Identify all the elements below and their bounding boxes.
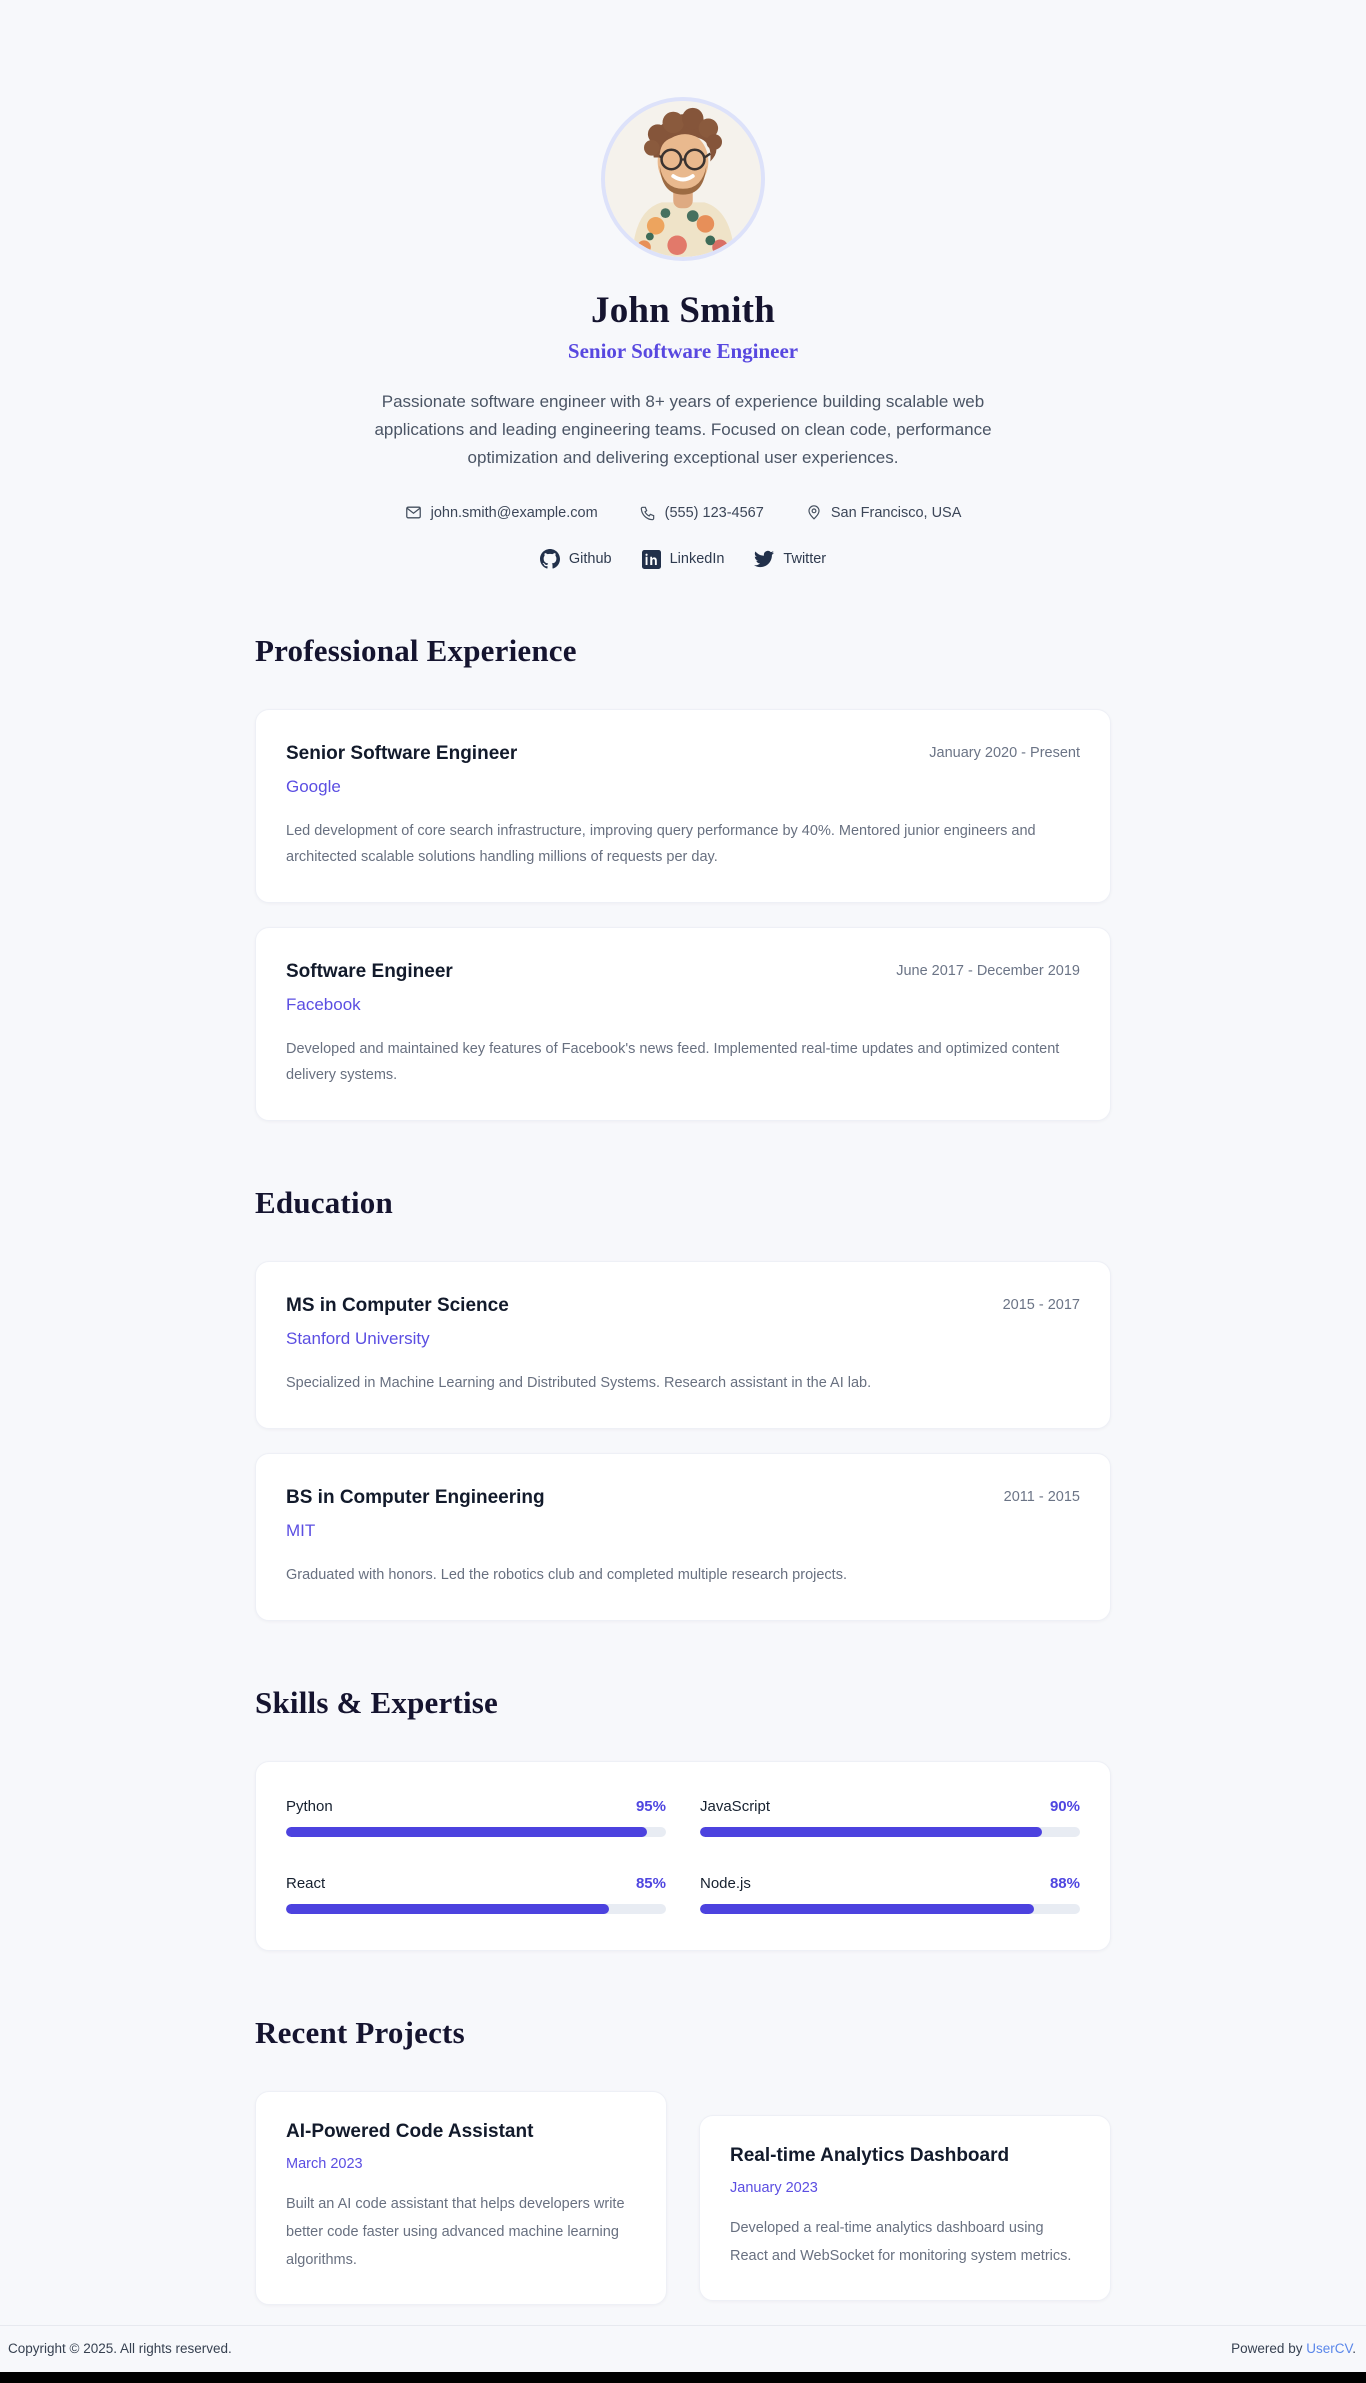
skill-bar-fill bbox=[286, 1904, 609, 1914]
skill-percent: 90% bbox=[1049, 1798, 1080, 1815]
education-section-title: Education bbox=[255, 1185, 393, 1220]
skill-percent: 88% bbox=[1049, 1875, 1080, 1892]
contact-phone-label: (555) 123-4567 bbox=[664, 504, 764, 521]
linkedin-icon bbox=[641, 549, 661, 569]
linkedin-label: LinkedIn bbox=[669, 551, 725, 567]
experience-role: Software Engineer bbox=[286, 961, 453, 982]
usercv-link[interactable]: UserCV bbox=[1306, 2341, 1353, 2356]
contact-email: john.smith@example.com bbox=[405, 504, 598, 521]
skills-section-title: Skills & Expertise bbox=[255, 1685, 499, 1720]
education-description: Graduated with honors. Led the robotics … bbox=[286, 1567, 847, 1583]
experience-company: Facebook bbox=[286, 995, 361, 1014]
experience-description: Developed and maintained key features of… bbox=[286, 1041, 1060, 1083]
contact-location-label: San Francisco, USA bbox=[830, 504, 962, 521]
experience-company: Google bbox=[286, 777, 341, 796]
skill-bar-fill bbox=[286, 1827, 647, 1837]
skill-name: JavaScript bbox=[700, 1798, 771, 1815]
skill-item: JavaScript 90% bbox=[700, 1798, 1080, 1837]
skill-bar-fill bbox=[700, 1827, 1042, 1837]
resume-page: John Smith Senior Software Engineer Pass… bbox=[255, 0, 1111, 2305]
experience-description: Led development of core search infrastru… bbox=[286, 823, 1036, 865]
github-link[interactable]: Github bbox=[539, 549, 612, 569]
education-school: MIT bbox=[286, 1521, 316, 1540]
skill-bar-track bbox=[286, 1904, 666, 1914]
experience-period: June 2017 - December 2019 bbox=[896, 963, 1080, 979]
experience-section-title: Professional Experience bbox=[255, 633, 577, 668]
skill-bar-fill bbox=[700, 1904, 1035, 1914]
person-name: John Smith bbox=[591, 290, 775, 331]
section-education: Education MS in Computer Science 2015 - … bbox=[255, 1185, 1111, 1621]
profile-photo-illustration bbox=[605, 101, 761, 257]
skill-name: Python bbox=[286, 1798, 333, 1815]
project-date: March 2023 bbox=[286, 2156, 363, 2172]
experience-role: Senior Software Engineer bbox=[286, 743, 518, 764]
project-name: AI-Powered Code Assistant bbox=[286, 2121, 534, 2142]
skill-bar-track bbox=[700, 1827, 1080, 1837]
bottom-black-bar bbox=[0, 2372, 1366, 2383]
projects-section-title: Recent Projects bbox=[255, 2015, 465, 2050]
person-job-title: Senior Software Engineer bbox=[567, 339, 799, 363]
project-card: AI-Powered Code Assistant March 2023 Bui… bbox=[255, 2091, 667, 2305]
project-name: Real-time Analytics Dashboard bbox=[730, 2145, 1010, 2166]
social-links: Github LinkedIn Twitter bbox=[255, 549, 1111, 569]
skills-card: Python 95% JavaScript 90% bbox=[255, 1761, 1111, 1951]
page-footer: Copyright © 2025. All rights reserved. P… bbox=[0, 2325, 1366, 2372]
copyright-text: Copyright © 2025. All rights reserved. bbox=[8, 2341, 232, 2356]
skill-percent: 95% bbox=[635, 1798, 666, 1815]
powered-by-prefix: Powered by bbox=[1231, 2341, 1307, 2356]
project-date: January 2023 bbox=[730, 2180, 818, 2196]
skill-percent: 85% bbox=[635, 1875, 666, 1892]
skill-item: React 85% bbox=[286, 1875, 666, 1914]
section-skills: Skills & Expertise Python 95% JavaScript… bbox=[255, 1685, 1111, 1951]
person-bio: Passionate software engineer with 8+ yea… bbox=[374, 392, 992, 467]
powered-by-text: Powered by UserCV. bbox=[1231, 2341, 1356, 2356]
github-icon bbox=[539, 549, 560, 569]
project-description: Developed a real-time analytics dashboar… bbox=[730, 2220, 1072, 2264]
contact-email-label: john.smith@example.com bbox=[430, 504, 598, 521]
location-pin-icon bbox=[806, 504, 822, 521]
skill-bar-track bbox=[700, 1904, 1080, 1914]
contact-location: San Francisco, USA bbox=[806, 504, 962, 521]
linkedin-link[interactable]: LinkedIn bbox=[641, 549, 725, 569]
education-card: MS in Computer Science 2015 - 2017 Stanf… bbox=[255, 1261, 1111, 1429]
experience-card: Senior Software Engineer January 2020 - … bbox=[255, 709, 1111, 903]
section-projects: Recent Projects AI-Powered Code Assistan… bbox=[255, 2015, 1111, 2305]
github-label: Github bbox=[568, 551, 612, 567]
twitter-label: Twitter bbox=[783, 551, 827, 567]
education-period: 2011 - 2015 bbox=[1003, 1489, 1080, 1505]
skill-item: Node.js 88% bbox=[700, 1875, 1080, 1914]
experience-period: January 2020 - Present bbox=[929, 745, 1080, 761]
section-experience: Professional Experience Senior Software … bbox=[255, 633, 1111, 1121]
twitter-icon bbox=[754, 550, 775, 568]
contact-row: john.smith@example.com (555) 123-4567 Sa… bbox=[255, 504, 1111, 521]
education-school: Stanford University bbox=[286, 1329, 430, 1348]
skill-name: Node.js bbox=[700, 1875, 751, 1892]
profile-header: John Smith Senior Software Engineer Pass… bbox=[255, 0, 1111, 569]
twitter-link[interactable]: Twitter bbox=[754, 549, 826, 569]
phone-icon bbox=[640, 505, 656, 521]
education-period: 2015 - 2017 bbox=[1002, 1297, 1080, 1313]
education-description: Specialized in Machine Learning and Dist… bbox=[286, 1375, 872, 1391]
skill-name: React bbox=[286, 1875, 326, 1892]
powered-by-suffix: . bbox=[1352, 2341, 1356, 2356]
education-degree: BS in Computer Engineering bbox=[286, 1487, 545, 1508]
project-card: Real-time Analytics Dashboard January 20… bbox=[699, 2115, 1111, 2301]
skill-item: Python 95% bbox=[286, 1798, 666, 1837]
experience-card: Software Engineer June 2017 - December 2… bbox=[255, 927, 1111, 1121]
profile-photo bbox=[601, 97, 765, 261]
email-icon bbox=[405, 504, 422, 521]
education-degree: MS in Computer Science bbox=[286, 1295, 509, 1316]
contact-phone: (555) 123-4567 bbox=[640, 504, 764, 521]
education-card: BS in Computer Engineering 2011 - 2015 M… bbox=[255, 1453, 1111, 1621]
skill-bar-track bbox=[286, 1827, 666, 1837]
project-description: Built an AI code assistant that helps de… bbox=[286, 2196, 625, 2268]
